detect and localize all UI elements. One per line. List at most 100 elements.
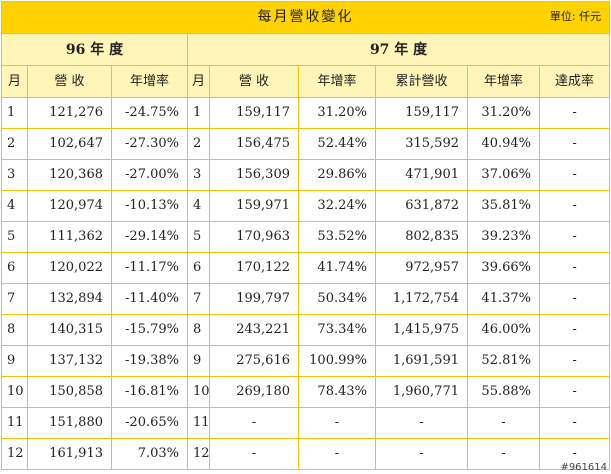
cell-revenue-97: 199,797 — [209, 283, 299, 315]
cell-yoy-96: -27.00% — [111, 159, 188, 191]
cell-yoy-97: - — [298, 438, 376, 470]
cell-revenue-97: 269,180 — [209, 376, 299, 408]
cell-revenue-97: 170,122 — [209, 252, 299, 284]
cell-month-96: 2 — [1, 128, 28, 160]
cell-revenue-96: 161,913 — [27, 438, 112, 470]
cell-revenue-97: 156,475 — [209, 128, 299, 160]
cell-month-96: 4 — [1, 190, 28, 222]
table-row: 8 140,315 -15.79% 8 243,221 73.34% 1,415,975 46… — [1, 314, 611, 346]
cell-achievement-97: - — [538, 159, 611, 191]
cell-month-97: 2 — [187, 128, 210, 160]
cell-cum-yoy-97: 35.81% — [467, 190, 540, 222]
cell-revenue-96: 132,894 — [27, 283, 112, 315]
cell-yoy-96: 7.03% — [111, 438, 188, 470]
cell-achievement-97: - — [538, 314, 611, 346]
year-97-header: 97 年 度 — [186, 33, 611, 66]
cell-achievement-97: - — [538, 376, 611, 408]
cell-month-97: 3 — [187, 159, 210, 191]
col-header-achievement-97: 達成率 — [538, 65, 611, 98]
cell-yoy-97: 78.43% — [298, 376, 376, 408]
cell-yoy-96: -19.38% — [111, 345, 188, 377]
table-row: 10 150,858 -16.81% 10 269,180 78.43% 1,960,771… — [1, 376, 611, 408]
cell-revenue-96: 102,647 — [27, 128, 112, 160]
cell-achievement-97: - — [538, 407, 611, 439]
col-header-revenue-96: 營 收 — [27, 65, 112, 98]
cell-cumulative-97: 159,117 — [375, 97, 468, 129]
cell-yoy-97: 31.20% — [298, 97, 376, 129]
cell-month-96: 8 — [1, 314, 28, 346]
table-row: 7 132,894 -11.40% 7 199,797 50.34% 1,172,754 41… — [1, 283, 611, 315]
cell-cumulative-97: 1,172,754 — [375, 283, 468, 315]
cell-month-96: 7 — [1, 283, 28, 315]
cell-achievement-97: - — [538, 438, 611, 470]
table-row: 12 161,913 7.03% 12- - - - - — [1, 438, 611, 470]
cell-revenue-97: 156,309 — [209, 159, 299, 191]
cell-yoy-97: 52.44% — [298, 128, 376, 160]
cell-achievement-97: - — [538, 190, 611, 222]
cell-yoy-97: 73.34% — [298, 314, 376, 346]
cell-cum-yoy-97: 41.37% — [467, 283, 540, 315]
cell-cumulative-97: 471,901 — [375, 159, 468, 191]
cell-revenue-96: 151,880 — [27, 407, 112, 439]
cell-revenue-96: 120,368 — [27, 159, 112, 191]
cell-month-96: 9 — [1, 345, 28, 377]
cell-month-97: 10 — [187, 376, 210, 408]
cell-yoy-97: 100.99% — [298, 345, 376, 377]
cell-achievement-97: - — [538, 283, 611, 315]
cell-yoy-96: -15.79% — [111, 314, 188, 346]
cell-yoy-97: 50.34% — [298, 283, 376, 315]
cell-revenue-96: 111,362 — [27, 221, 112, 253]
cell-yoy-97: - — [298, 407, 376, 439]
watermark-id: #961614 — [560, 462, 607, 473]
table-title-bar: 每月營收變化 單位: 仟元 — [0, 1, 611, 34]
cell-yoy-96: -27.30% — [111, 128, 188, 160]
cell-month-97: 6 — [187, 252, 210, 284]
cell-month-97: 9 — [187, 345, 210, 377]
cell-cum-yoy-97: 37.06% — [467, 159, 540, 191]
cell-achievement-97: - — [538, 97, 611, 129]
cell-cum-yoy-97: - — [467, 407, 540, 439]
cell-month-97: 12 — [187, 438, 210, 470]
cell-cum-yoy-97: 46.00% — [467, 314, 540, 346]
col-header-yoy-97: 年增率 — [298, 65, 376, 98]
cell-month-97: 4 — [187, 190, 210, 222]
cell-revenue-97: 170,963 — [209, 221, 299, 253]
table-row: 5 111,362 -29.14% 5 170,963 53.52% 802,835 39.2… — [1, 221, 611, 253]
cell-cum-yoy-97: 52.81% — [467, 345, 540, 377]
cell-month-96: 10 — [1, 376, 28, 408]
cell-yoy-96: -20.65% — [111, 407, 188, 439]
cell-revenue-97: 159,971 — [209, 190, 299, 222]
cell-month-97: 11 — [187, 407, 210, 439]
cell-cum-yoy-97: - — [467, 438, 540, 470]
cell-cum-yoy-97: 39.23% — [467, 221, 540, 253]
cell-cum-yoy-97: 39.66% — [467, 252, 540, 284]
cell-cumulative-97: 1,691,591 — [375, 345, 468, 377]
cell-revenue-96: 120,022 — [27, 252, 112, 284]
cell-cumulative-97: 631,872 — [375, 190, 468, 222]
cell-yoy-97: 41.74% — [298, 252, 376, 284]
table-row: 4 120,974 -10.13% 4 159,971 32.24% 631,872 35.8… — [1, 190, 611, 222]
cell-month-96: 11 — [1, 407, 28, 439]
cell-month-97: 1 — [187, 97, 210, 129]
cell-cumulative-97: 1,960,771 — [375, 376, 468, 408]
cell-month-96: 3 — [1, 159, 28, 191]
cell-achievement-97: - — [538, 345, 611, 377]
cell-yoy-96: -16.81% — [111, 376, 188, 408]
table-row: 11 151,880 -20.65% 11- - - - - — [1, 407, 611, 439]
cell-cumulative-97: 802,835 — [375, 221, 468, 253]
table-row: 1 121,276 -24.75% 1 159,117 31.20% 159,117 31.2… — [1, 97, 611, 129]
col-header-month-97: 月 — [187, 65, 210, 98]
cell-revenue-96: 120,974 — [27, 190, 112, 222]
cell-yoy-97: 29.86% — [298, 159, 376, 191]
cell-cum-yoy-97: 31.20% — [467, 97, 540, 129]
unit-label: 單位: 仟元 — [549, 10, 602, 23]
cell-cumulative-97: 315,592 — [375, 128, 468, 160]
cell-cumulative-97: 972,957 — [375, 252, 468, 284]
cell-achievement-97: - — [538, 221, 611, 253]
cell-yoy-96: -24.75% — [111, 97, 188, 129]
cell-cum-yoy-97: 55.88% — [467, 376, 540, 408]
cell-revenue-97: 159,117 — [209, 97, 299, 129]
table-row: 6 120,022 -11.17% 6 170,122 41.74% 972,957 39.6… — [1, 252, 611, 284]
table-row: 9 137,132 -19.38% 9 275,616 100.99% 1,691,591 5… — [1, 345, 611, 377]
